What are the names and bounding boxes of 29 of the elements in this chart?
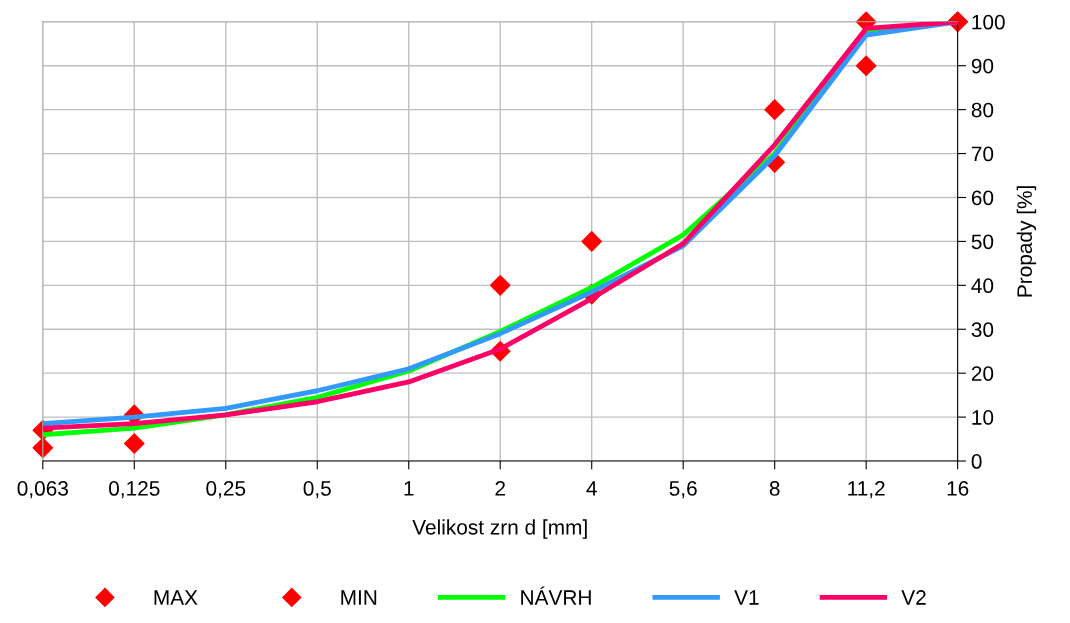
y-axis-title: Propady [%] [1016,186,1037,297]
y-tick-label: 90 [971,58,994,74]
legend-label: MIN [341,590,377,605]
y-tick-label: 10 [972,410,994,425]
y-tick-label: 50 [971,234,994,250]
y-tick-label: 30 [971,322,994,338]
y-tick-label: 20 [971,366,994,381]
x-tick-label: 0,063 [17,481,68,499]
y-tick-label: 80 [971,102,994,118]
legend-label: V1 [734,590,759,605]
x-tick-label: 11,2 [848,481,885,499]
x-tick-label: 1 [404,481,414,496]
x-tick-label: 5,6 [669,481,697,499]
x-tick-label: 16 [947,481,969,496]
legend-label: NÁVRH [521,586,591,605]
legend-label: MAX [154,590,198,605]
legend-label: V2 [901,590,926,605]
x-tick-label: 0,25 [206,481,246,499]
x-tick-label: 0,125 [109,481,160,499]
x-tick-label: 2 [495,481,505,496]
x-axis-title: Velikost zrn d [mm] [412,519,587,539]
y-tick-label: 40 [971,278,994,294]
x-tick-label: 8 [769,481,780,496]
y-tick-label: 0 [971,454,982,469]
x-tick-label: 4 [586,481,597,496]
y-tick-label: 70 [971,146,994,162]
y-tick-label: 60 [971,190,994,206]
y-tick-label: 100 [972,14,1005,30]
x-tick-label: 0,5 [303,481,331,499]
